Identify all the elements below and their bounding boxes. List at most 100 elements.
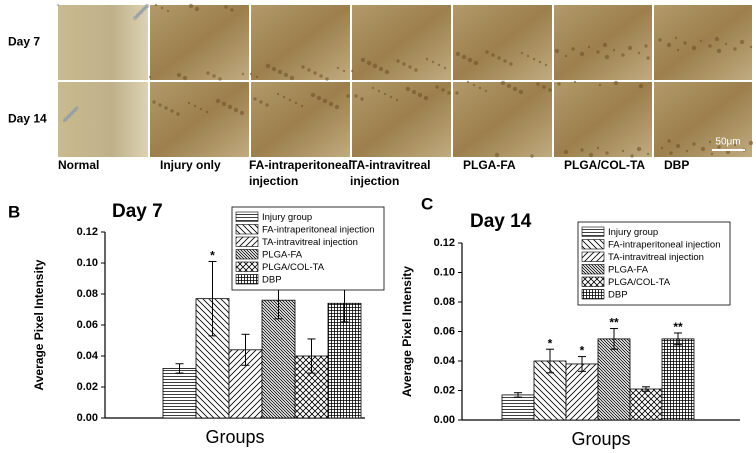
legend-label: Injury group xyxy=(608,227,658,238)
cell-dot xyxy=(710,152,714,156)
cell-dot xyxy=(473,60,479,66)
cell-dot xyxy=(276,92,280,96)
legend-swatch xyxy=(581,251,605,262)
legend-swatch xyxy=(581,289,605,300)
cell-dot xyxy=(564,54,568,58)
cell-dot xyxy=(636,146,642,152)
cell-dot xyxy=(573,80,577,84)
cell-dot xyxy=(526,54,530,58)
cell-dot xyxy=(325,77,329,81)
micrograph xyxy=(251,5,350,80)
cell-dot xyxy=(227,104,233,110)
cell-dot xyxy=(239,110,245,116)
cell-dot xyxy=(497,56,501,60)
legend-swatch xyxy=(235,261,259,272)
cell-dot xyxy=(371,86,375,90)
cell-dot xyxy=(206,71,210,75)
legend-label: DBP xyxy=(608,289,628,300)
cell-dot xyxy=(194,6,200,12)
cell-dot xyxy=(199,107,203,111)
cell-dot xyxy=(646,152,650,156)
column-label-line: TA-intravitreal xyxy=(350,158,430,172)
bar xyxy=(661,338,695,421)
cell-dot xyxy=(431,60,435,64)
y-tick-label: 0.06 xyxy=(434,325,455,337)
micrograph xyxy=(554,82,652,157)
significance-label: * xyxy=(210,249,215,263)
cell-dot xyxy=(692,142,696,146)
cell-dot xyxy=(233,107,239,113)
bar xyxy=(261,299,296,419)
y-tick-label: 0.00 xyxy=(77,412,98,424)
cell-dot xyxy=(405,86,411,92)
cell-dot xyxy=(62,119,66,123)
cell-dot xyxy=(241,72,245,76)
cell-dot xyxy=(384,69,390,75)
micrograph xyxy=(453,5,552,80)
cell-dot xyxy=(646,56,650,60)
cell-dot xyxy=(182,75,188,81)
micrograph xyxy=(352,5,451,80)
significance-label: * xyxy=(548,336,553,350)
cell-dot xyxy=(530,154,534,158)
column-label: TA-intravitreal injection xyxy=(350,158,430,188)
legend-swatch xyxy=(581,264,605,275)
cell-dot xyxy=(360,97,364,101)
cell-dot xyxy=(389,95,393,99)
significance-label: ** xyxy=(673,320,683,334)
cell-dot xyxy=(536,82,540,86)
y-tick-label: 0.06 xyxy=(77,319,98,331)
column-label: PLGA-FA xyxy=(463,158,516,172)
cell-dot xyxy=(700,146,706,152)
cell-dot xyxy=(378,66,384,72)
cell-dot xyxy=(328,101,334,107)
cell-dot xyxy=(249,72,253,76)
cell-dot xyxy=(621,53,625,57)
cell-dot xyxy=(307,68,311,72)
chart-title: Day 14 xyxy=(470,211,532,232)
cell-dot xyxy=(494,152,500,158)
column-label: Injury only xyxy=(160,158,221,172)
cell-dot xyxy=(602,42,608,48)
cell-dot xyxy=(300,104,304,108)
cell-dot xyxy=(749,45,753,49)
cell-dot xyxy=(176,72,182,78)
legend-label: TA-intravitreal injection xyxy=(262,237,358,248)
cell-dot xyxy=(644,44,648,48)
legend-label: PLGA/COL-TA xyxy=(608,277,671,288)
cell-dot xyxy=(544,63,548,67)
scale-bar-label: 50μm xyxy=(715,137,740,148)
cell-dot xyxy=(596,146,600,150)
legend-swatch xyxy=(235,274,259,285)
cell-dot xyxy=(627,45,633,51)
micrograph xyxy=(352,82,451,157)
cell-dot xyxy=(277,69,283,75)
cell-dot xyxy=(253,97,257,101)
cell-dot xyxy=(224,5,228,9)
significance-label: * xyxy=(580,344,585,358)
legend-label: Injury group xyxy=(262,212,312,223)
cell-dot xyxy=(714,36,720,42)
cell-dot xyxy=(532,57,536,61)
cell-dot xyxy=(708,140,712,144)
cell-dot xyxy=(396,59,400,63)
cell-dot xyxy=(685,149,689,153)
cell-dot xyxy=(187,101,191,105)
cell-dot xyxy=(467,57,473,63)
legend-swatch xyxy=(581,226,605,237)
y-tick-label: 0.02 xyxy=(434,384,455,396)
significance-label: ** xyxy=(609,316,619,330)
cell-dot xyxy=(443,66,447,70)
chart-title: Day 7 xyxy=(112,201,163,222)
cell-dot xyxy=(691,45,697,51)
cell-dot xyxy=(500,80,506,86)
cell-dot xyxy=(164,106,168,110)
cell-dot xyxy=(733,143,737,147)
cell-dot xyxy=(466,80,470,84)
cell-dot xyxy=(548,88,552,92)
cell-dot xyxy=(259,100,263,104)
legend-label: PLGA/COL-TA xyxy=(262,262,325,273)
cell-dot xyxy=(638,83,644,89)
y-tick-label: 0.08 xyxy=(434,296,455,308)
cell-dot xyxy=(724,42,728,46)
